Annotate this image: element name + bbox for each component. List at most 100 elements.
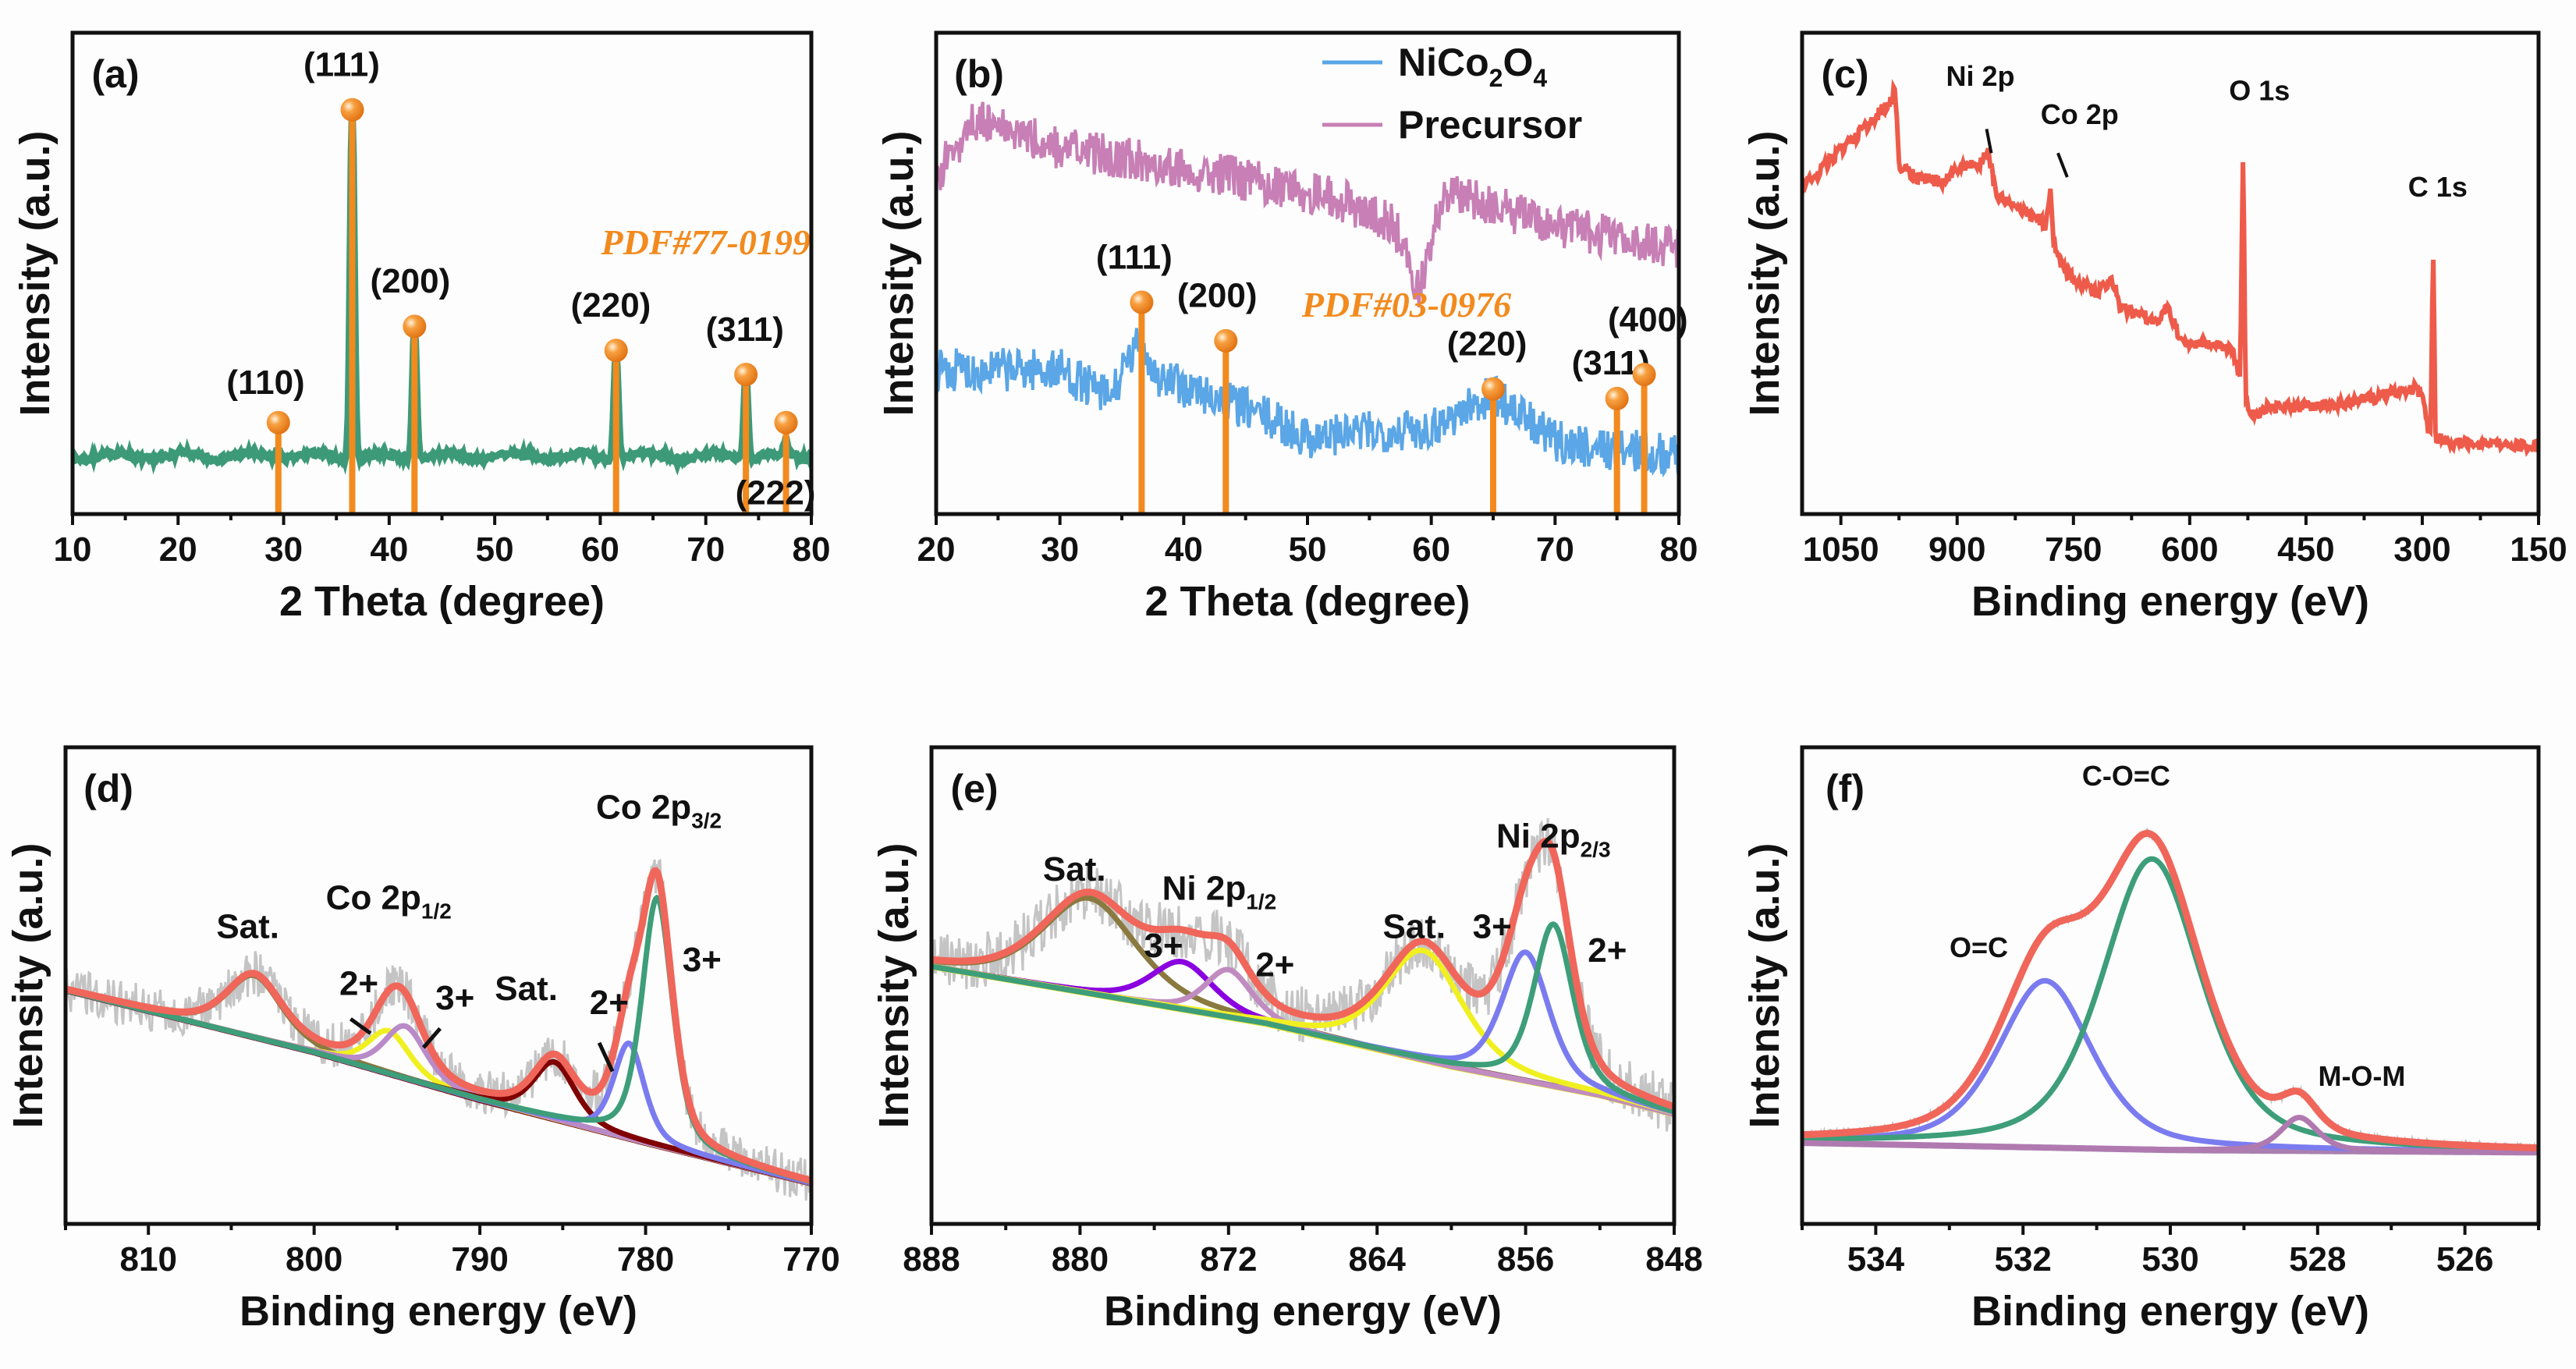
fit-envelope-line [1802,829,2539,1152]
peak-annotation: Ni 2p2/3 [1496,817,1611,861]
x-tick-label: 80 [793,530,831,569]
peak-annotation: O 1s [2229,74,2290,106]
peak-annotation: Ni 2p1/2 [1162,870,1277,914]
hkl-label: (200) [371,262,451,300]
x-tick-label: 20 [159,530,197,569]
x-tick-label: 70 [687,530,725,569]
reference-marker [266,410,290,434]
x-tick-label: 528 [2289,1240,2346,1279]
reference-card-label: PDF#77-0199 [601,222,811,262]
series-line-nicoo4 [936,328,1679,478]
x-axis-label: Binding energy (eV) [1971,1288,2369,1335]
peak-annotation: 3+ [1473,907,1512,945]
y-axis-label: Intensity (a.u.) [875,130,922,416]
x-tick-label: 60 [1412,530,1450,569]
x-tick-label: 40 [1165,530,1203,569]
peak-annotation: Co 2p3/2 [596,789,722,833]
y-axis-label: Intensity (a.u.) [5,842,51,1128]
x-tick-label: 526 [2436,1240,2493,1279]
peak-annotation: O=C [1950,931,2008,963]
hkl-label: (200) [1177,277,1258,315]
fit-component-5 [931,921,1674,1115]
x-tick-label: 30 [264,530,303,569]
y-axis-label: Intensity (a.u.) [1741,842,1788,1128]
hkl-label: (110) [226,364,304,402]
x-axis-label: Binding energy (eV) [1104,1288,1502,1335]
reference-marker [774,410,798,434]
hkl-label: (220) [1447,325,1528,363]
panel-label: (d) [83,767,133,810]
x-tick-label: 880 [1052,1240,1109,1279]
chart-panel-c: Ni 2p Co 2p O 1s C 1s 1050 900 750 600 450 300 150… [1741,30,2567,625]
peak-annotation: 3+ [1144,927,1183,965]
hkl-label: (222) [736,474,816,512]
x-tick-label: 856 [1497,1240,1554,1279]
reference-card-label: PDF#03-0976 [1301,285,1511,325]
legend-label: NiCo2O4 [1398,41,1547,92]
fit-component-1 [1802,856,2539,1152]
reference-marker [340,98,364,122]
x-tick-label: 864 [1348,1240,1406,1279]
y-axis-label: Intensity (a.u.) [1741,130,1788,416]
hkl-label: (220) [571,286,651,325]
peak-annotation: Sat. [1043,850,1106,888]
peak-annotation: Co 2p [2041,98,2119,130]
chart-panel-f: C-O=C O=C M-O-M 534 532 530 528 526 Binding ener… [1741,745,2541,1335]
peak-annotation: Ni 2p [1946,60,2015,92]
fit-envelope-line [66,867,811,1184]
x-tick-label: 848 [1645,1240,1702,1279]
reference-marker [604,339,628,363]
x-tick-label: 600 [2161,530,2218,569]
x-tick-label: 1050 [1803,530,1879,569]
peak-annotation: M-O-M [2318,1060,2405,1092]
chart-panel-a: (110) (111) (200) (220) (311) (222) PDF#77-019… [12,30,831,625]
x-tick-label: 80 [1660,530,1698,569]
x-tick-label: 10 [54,530,92,569]
chart-panel-d: Sat. Co 2p1/2 2+ 3+ Sat. 2+ 3+ Co 2p3/2 810 800 79… [5,745,840,1335]
plot-frame [63,745,814,1226]
panel-label: (a) [91,52,139,96]
reference-marker [1632,363,1656,387]
x-tick-label: 534 [1847,1240,1905,1279]
reference-marker [1130,290,1154,314]
plot-area [1802,79,2539,457]
chart-panel-e: Sat. Ni 2p1/2 3+ 2+ Sat. 3+ Ni 2p2/3 2+ 888 880 87… [871,745,1703,1335]
panel-label: (e) [950,767,998,810]
series-line-precursor [936,101,1679,308]
reference-marker [1214,328,1238,353]
fit-envelope-line [931,837,1674,1111]
peak-annotation: 3+ [435,979,474,1017]
x-tick-label: 750 [2045,530,2102,569]
leader-line [597,1041,615,1073]
reference-marker [403,314,427,339]
x-tick-label: 70 [1536,530,1574,569]
hkl-label: (111) [1096,238,1173,276]
x-tick-label: 810 [120,1240,177,1279]
xrd-pattern-line [73,111,811,476]
peak-annotation: Sat. [495,970,558,1008]
plot-area [73,111,811,476]
panel-label: (f) [1826,767,1865,810]
x-axis-label: Binding energy (eV) [240,1288,637,1335]
peak-annotation: 2+ [1588,931,1627,970]
x-tick-label: 40 [370,530,408,569]
x-tick-label: 530 [2141,1240,2198,1279]
legend: NiCo2O4 Precursor [1322,41,1582,147]
x-tick-label: 790 [451,1240,508,1279]
panel-label: (b) [954,52,1004,96]
chart-panel-b: NiCo2O4Precursor(111)(200)(220)(311)(400… [875,30,1698,625]
hkl-label: (311) [706,310,784,349]
legend-label: Precursor [1398,103,1582,147]
peak-annotation: 2+ [1255,945,1294,984]
x-tick-label: 872 [1200,1240,1257,1279]
x-axis-label: Binding energy (eV) [1971,578,2369,625]
x-tick-label: 770 [782,1240,839,1279]
survey-spectrum-line [1802,79,2539,457]
x-tick-label: 60 [581,530,619,569]
x-tick-label: 450 [2277,530,2334,569]
x-tick-label: 800 [286,1240,342,1279]
x-tick-label: 30 [1041,530,1079,569]
x-tick-label: 888 [903,1240,960,1279]
x-tick-label: 50 [1289,530,1327,569]
reference-marker [1481,377,1505,401]
